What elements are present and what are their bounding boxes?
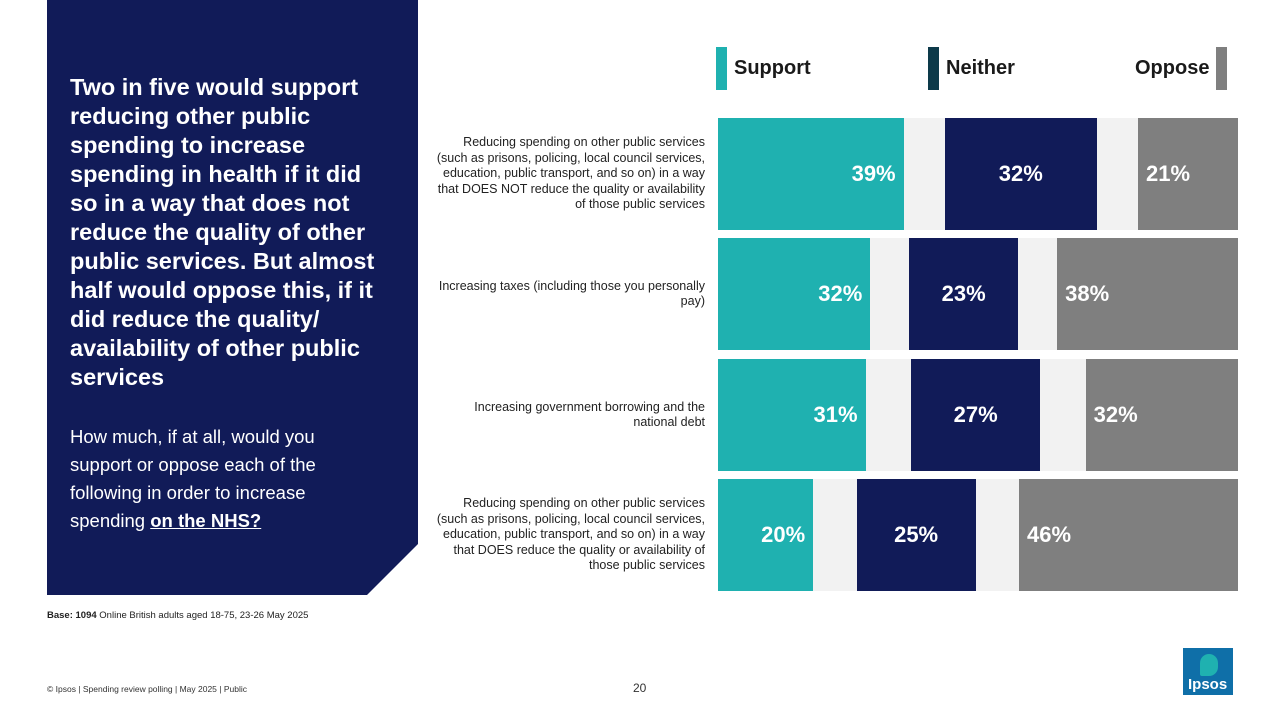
logo-text: Ipsos	[1188, 676, 1228, 693]
title-panel: Two in five would support reducing other…	[47, 0, 418, 595]
bar-segment-neither: 25%	[856, 479, 976, 591]
bar-segment-support: 31%	[718, 359, 866, 471]
bar-row: 20% 25% 46%	[718, 479, 1238, 591]
data-label-support: 20%	[761, 522, 806, 547]
legend-swatch-oppose	[1216, 47, 1228, 90]
legend-label-oppose: Oppose	[1135, 57, 1210, 79]
base-count: 1094	[75, 610, 97, 621]
legend-label-neither: Neither	[946, 57, 1015, 79]
data-label-oppose: 46%	[1027, 522, 1072, 547]
question-text: How much, if at all, would you support o…	[70, 426, 316, 531]
bar-segment-oppose: 46%	[1019, 479, 1238, 591]
row-label: Reducing spending on other public servic…	[435, 479, 705, 591]
bar-segment-neither: 32%	[944, 118, 1097, 230]
legend-neither: Neither	[928, 47, 1022, 90]
base-note: Base: 1094 Online British adults aged 18…	[47, 610, 308, 621]
data-label-neither: 27%	[953, 402, 998, 427]
bar-segment-neither: 23%	[908, 238, 1019, 350]
bar-segment-support: 39%	[718, 118, 904, 230]
data-label-oppose: 21%	[1146, 161, 1191, 186]
base-text: Online British adults aged 18-75, 23-26 …	[99, 610, 309, 621]
legend-oppose: Oppose	[1128, 47, 1228, 90]
data-label-oppose: 38%	[1065, 281, 1110, 306]
row-label-text: Reducing spending on other public servic…	[436, 135, 705, 212]
bar-segment-oppose: 21%	[1138, 118, 1238, 230]
row-label-text: Increasing government borrowing and the …	[474, 399, 705, 430]
question-emphasis: on the NHS?	[150, 510, 262, 531]
row-label-text: Increasing taxes (including those you pe…	[438, 278, 705, 309]
bar-segment-support: 20%	[718, 479, 814, 591]
bar-row: 31% 27% 32%	[718, 359, 1238, 471]
row-label: Increasing taxes (including those you pe…	[435, 238, 705, 350]
bar-segment-support: 32%	[718, 238, 871, 350]
data-label-neither: 25%	[894, 522, 939, 547]
bar-segment-oppose: 32%	[1085, 359, 1238, 471]
bar-segment-oppose: 38%	[1057, 238, 1238, 350]
bar-row: 39% 32% 21%	[718, 118, 1238, 230]
slide-headline: Two in five would support reducing other…	[70, 74, 375, 390]
data-label-neither: 23%	[941, 281, 986, 306]
survey-question: How much, if at all, would you support o…	[70, 423, 370, 535]
data-label-neither: 32%	[998, 161, 1043, 186]
legend-label-support: Support	[734, 57, 811, 79]
legend-swatch-neither	[928, 47, 939, 90]
ipsos-logo: Ipsos	[1183, 648, 1233, 695]
logo-mark-icon	[1200, 654, 1218, 676]
data-label-support: 39%	[851, 161, 896, 186]
row-label: Reducing spending on other public servic…	[435, 118, 705, 230]
bar-segment-neither: 27%	[911, 359, 1040, 471]
row-label-text: Reducing spending on other public servic…	[436, 496, 705, 573]
footer-text: © Ipsos | Spending review polling | May …	[47, 684, 247, 694]
base-label: Base:	[47, 610, 73, 621]
page-number: 20	[633, 681, 647, 695]
data-label-support: 31%	[813, 402, 858, 427]
data-label-oppose: 32%	[1093, 402, 1138, 427]
bar-row: 32% 23% 38%	[718, 238, 1238, 350]
legend-support: Support	[716, 47, 818, 90]
row-label: Increasing government borrowing and the …	[435, 359, 705, 471]
legend-swatch-support	[716, 47, 727, 90]
data-label-support: 32%	[818, 281, 863, 306]
